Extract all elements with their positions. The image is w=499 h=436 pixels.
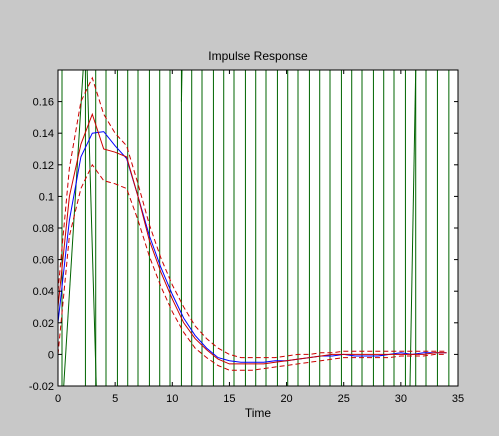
x-tick-label: 25 [338, 393, 350, 405]
x-tick-label: 35 [452, 393, 464, 405]
x-tick-label: 20 [280, 393, 292, 405]
x-tick-labels: 0 5 10 15 20 25 30 35 [55, 393, 464, 405]
y-tick-label: -0.02 [29, 381, 54, 393]
x-tick-label: 30 [395, 393, 407, 405]
x-tick-label: 5 [112, 393, 118, 405]
x-tick-label: 15 [223, 393, 235, 405]
series-layer [57, 76, 447, 371]
green-diagonal-3 [409, 69, 417, 387]
green-line-layer [61, 69, 450, 387]
green-diagonal-2 [180, 69, 183, 102]
plot-area [58, 70, 458, 386]
y-tick-label: 0.1 [39, 191, 54, 203]
y-tick-labels: -0.02 0 0.02 0.04 0.06 0.08 0.1 0.12 0.14 0.16 [29, 97, 54, 393]
y-tick-label: 0.08 [33, 223, 54, 235]
x-tick-label: 10 [166, 393, 178, 405]
green-diagonal-0 [63, 69, 84, 387]
tick-layer [57, 70, 459, 387]
series-line-0 [57, 131, 447, 363]
y-tick-label: 0 [48, 349, 54, 361]
chart-title: Impulse Response [208, 49, 308, 63]
series-line-3 [57, 163, 447, 371]
y-tick-label: 0.04 [33, 286, 54, 298]
y-tick-label: 0.02 [33, 318, 54, 330]
x-axis-label: Time [245, 406, 272, 420]
y-tick-label: 0.16 [33, 97, 54, 109]
x-tick-label: 0 [55, 393, 61, 405]
series-line-1 [57, 112, 447, 365]
y-tick-label: 0.06 [33, 255, 54, 267]
series-line-2 [57, 76, 447, 359]
y-tick-label: 0.12 [33, 160, 54, 172]
y-tick-label: 0.14 [33, 128, 54, 140]
